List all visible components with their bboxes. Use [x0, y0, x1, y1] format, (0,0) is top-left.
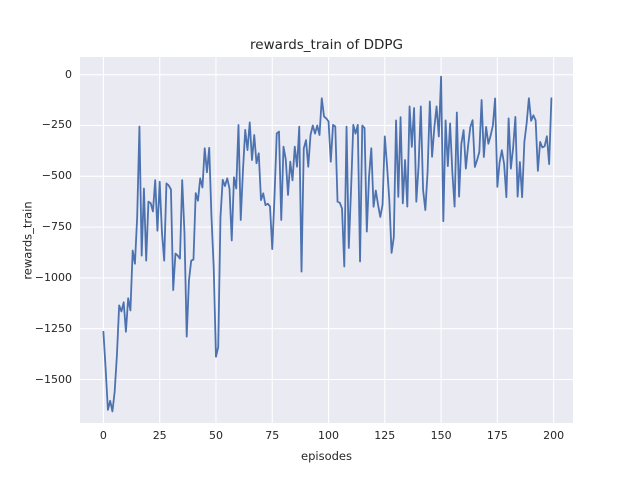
y-tick-label: 0 — [65, 67, 72, 81]
x-axis-label: episodes — [301, 449, 352, 463]
x-tick-label: 100 — [318, 429, 340, 442]
y-tick-label: −750 — [41, 220, 72, 234]
y-tick-label: −1500 — [34, 372, 72, 386]
series-line — [102, 75, 553, 413]
x-tick-label: 200 — [543, 429, 565, 442]
x-tick-label: 25 — [152, 429, 167, 442]
y-tick-label: −1250 — [34, 321, 72, 335]
chart-title: rewards_train of DDPG — [250, 37, 403, 53]
x-tick-label: 150 — [430, 429, 452, 442]
y-axis-label: rewards_train — [20, 201, 35, 280]
x-tick-label: 50 — [208, 429, 223, 442]
line-chart-svg — [80, 57, 573, 423]
x-tick-label: 0 — [99, 429, 107, 442]
x-tick-label: 175 — [486, 429, 508, 442]
plot-area — [80, 57, 573, 423]
y-tick-label: −500 — [41, 169, 72, 183]
x-tick-label: 125 — [374, 429, 396, 442]
y-tick-label: −250 — [41, 118, 72, 132]
x-tick-label: 75 — [265, 429, 280, 442]
y-tick-label: −1000 — [34, 270, 72, 284]
